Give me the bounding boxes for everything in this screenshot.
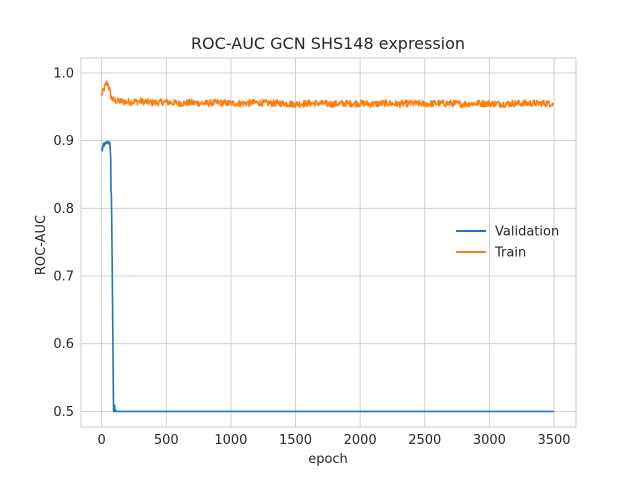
- chart-title: ROC-AUC GCN SHS148 expression: [191, 34, 465, 53]
- y-tick-label: 0.8: [53, 202, 74, 217]
- x-tick-label: 0: [98, 433, 106, 448]
- series-line-validation: [100, 140, 555, 413]
- legend-label-validation: Validation: [495, 225, 559, 240]
- x-tick-label: 1500: [279, 433, 312, 448]
- plot-lines: [100, 80, 555, 413]
- y-axis-label: ROC-AUC: [34, 215, 49, 275]
- legend-label-train: Train: [494, 246, 526, 261]
- y-tick-label: 0.6: [53, 337, 74, 352]
- plot-frame: [80, 57, 577, 428]
- y-tick-label: 0.9: [53, 134, 74, 149]
- grid: [81, 58, 576, 427]
- series-line-train: [100, 80, 555, 109]
- x-axis-label: epoch: [308, 452, 348, 467]
- x-tick-label: 2000: [344, 433, 377, 448]
- y-tick-label: 0.7: [53, 270, 74, 285]
- x-tick-label: 1000: [214, 433, 247, 448]
- x-tick-label: 3000: [473, 433, 506, 448]
- x-tick-label: 2500: [408, 433, 441, 448]
- tick-labels: 0 500 1000 1500 2000 2500 3000 3500 0.5 0.6 0.7 0.8…: [53, 66, 570, 448]
- x-tick-label: 500: [154, 433, 179, 448]
- y-tick-label: 1.0: [53, 66, 74, 81]
- legend: Validation Train: [456, 225, 559, 261]
- y-tick-label: 0.5: [53, 405, 74, 420]
- x-tick-label: 3500: [537, 433, 570, 448]
